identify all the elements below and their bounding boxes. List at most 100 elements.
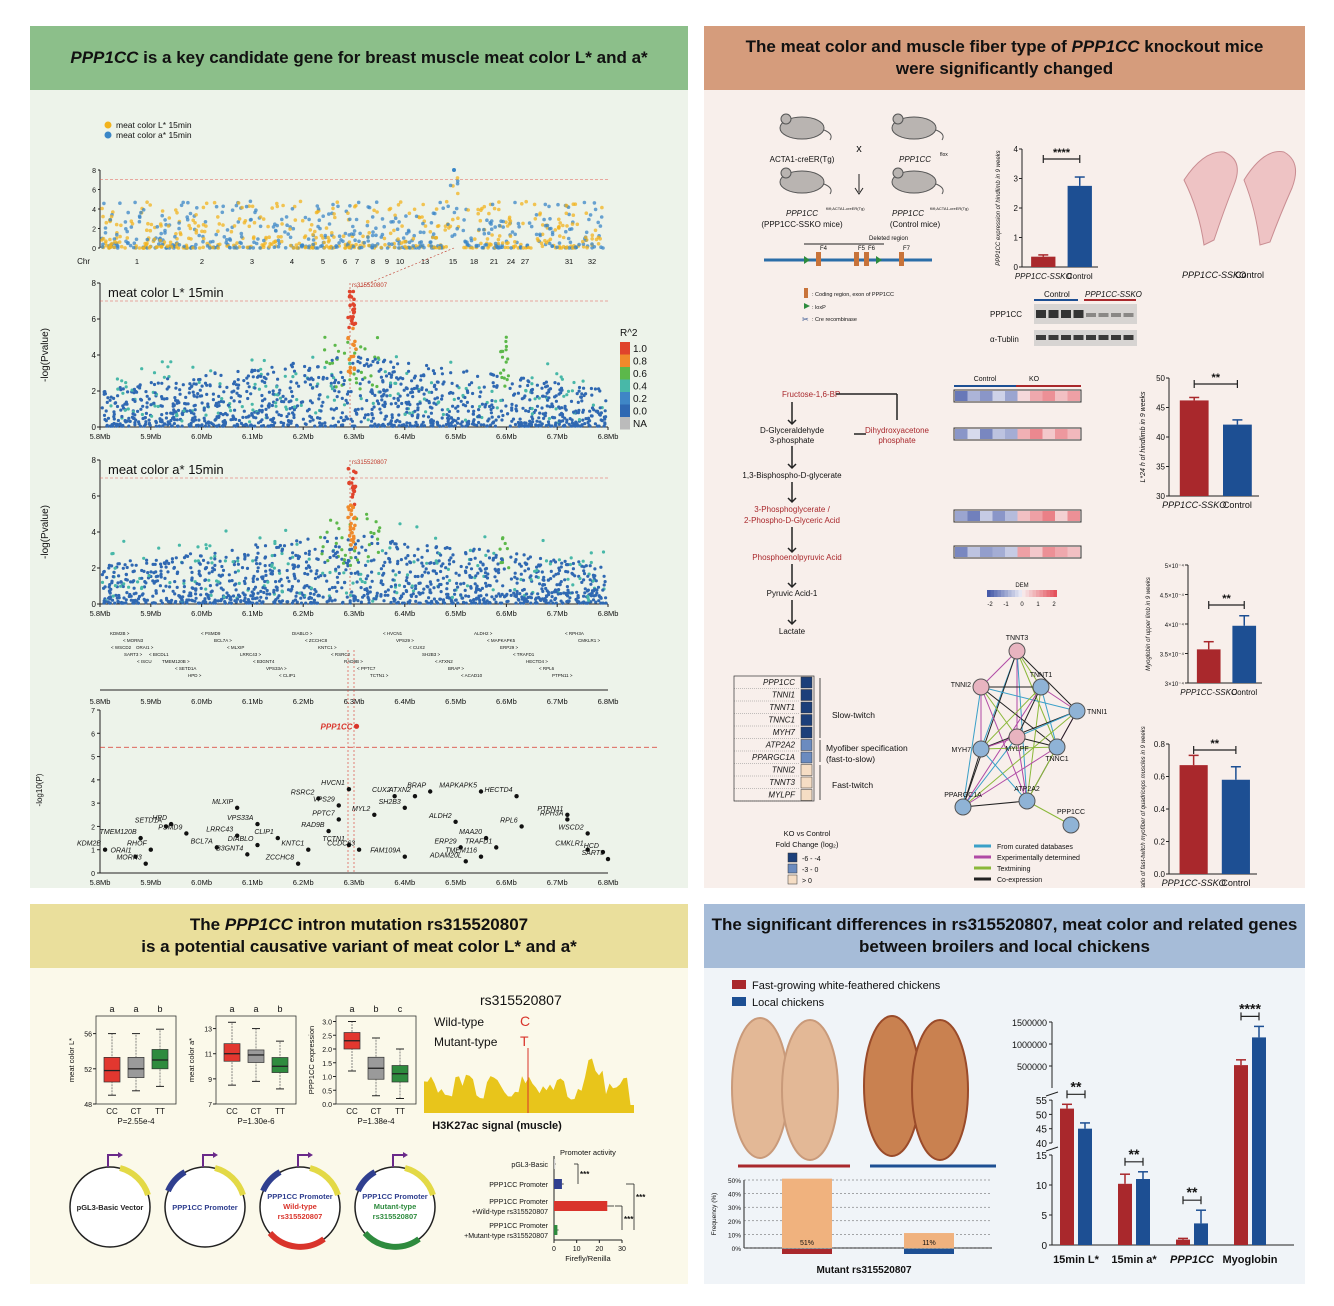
gw-point	[232, 245, 236, 250]
gene-point	[184, 831, 189, 836]
fc-legend-title-2: Fold Change (log₂)	[776, 840, 839, 849]
heat-cell	[980, 511, 993, 521]
regional-a-point	[277, 594, 281, 598]
regional-L-point	[597, 412, 602, 416]
regional-a-point	[273, 553, 277, 557]
regional-L-point	[351, 361, 355, 365]
gw-point	[292, 204, 297, 209]
fc-gene-label: MYH7	[773, 728, 796, 737]
regional-L-point	[329, 381, 333, 385]
regional-a-point	[299, 601, 304, 605]
regional-a-point	[578, 562, 582, 567]
regional-a-point	[597, 594, 601, 598]
freq-ytick: 40%	[728, 1192, 741, 1199]
regional-L-point	[120, 424, 124, 428]
regional-a-point	[309, 569, 313, 573]
regional-a-point	[334, 536, 338, 540]
regional-a-point	[119, 580, 123, 584]
regional-a-point	[484, 553, 488, 557]
regional-L-point	[144, 420, 148, 424]
regional-a-point	[397, 570, 401, 574]
regional-a-point	[594, 600, 598, 604]
gene-manhattan-ytick: 2	[91, 824, 95, 831]
regional-L-point	[418, 401, 422, 405]
regional-a-point	[307, 552, 311, 556]
box-astar-box	[247, 1049, 265, 1063]
regional-L-point	[581, 418, 585, 422]
gw-point	[214, 232, 218, 237]
regional-L-point	[220, 424, 225, 428]
regional-a-point	[201, 558, 206, 562]
regional-a-point	[350, 547, 354, 551]
regional-a-point	[582, 600, 586, 604]
regional-a-point	[443, 546, 447, 550]
regional-L-point	[334, 406, 339, 410]
regional-L-point	[109, 395, 113, 399]
regional-a-point	[167, 561, 171, 566]
exon-label: F6	[868, 246, 876, 252]
regional-L-point	[530, 376, 534, 380]
regional-a-point	[349, 571, 353, 575]
regional-L-point	[152, 382, 157, 387]
regional-L-point	[314, 411, 318, 415]
regional-L-point	[116, 394, 120, 398]
freq-xlabel: Mutant rs315520807	[816, 1265, 911, 1276]
regional-L-point	[516, 391, 520, 395]
freq-bar-base	[782, 1249, 832, 1254]
gw-point	[148, 228, 153, 233]
regional-a-point	[151, 594, 155, 598]
regional-a-title: meat color a* 15min	[108, 462, 224, 477]
regional-L-point	[332, 381, 337, 385]
box-expression-letter: a	[349, 1004, 354, 1014]
regional-L-point	[398, 394, 402, 398]
gw-point	[261, 217, 266, 221]
regional-L-point	[589, 414, 594, 418]
gw-point	[489, 219, 494, 223]
regional-L-point	[315, 384, 319, 388]
regional-L-point	[410, 387, 414, 391]
regional-a-point	[378, 526, 382, 530]
regional-a-point	[524, 599, 528, 604]
regional-L-point	[115, 377, 119, 381]
regional-L-point	[275, 393, 279, 397]
regional-L-point	[517, 422, 521, 426]
regional-a-point	[559, 580, 563, 584]
regional-a-point	[582, 572, 587, 576]
regional-L-point	[379, 375, 383, 379]
regional-L-point	[492, 384, 496, 388]
gw-point	[335, 200, 340, 204]
luc-bar	[554, 1179, 562, 1189]
regional-a-point	[432, 561, 436, 565]
regional-L-point	[378, 407, 382, 411]
gw-point	[160, 213, 164, 218]
regional-L-point	[471, 412, 475, 416]
gw-point	[506, 245, 510, 250]
regional-a-point	[393, 598, 397, 602]
regional-L-point	[407, 361, 411, 365]
regional-a-point	[591, 579, 595, 583]
regional-L-point	[196, 423, 200, 427]
box-lstar-pvalue: P=2.55e-4	[117, 1117, 155, 1126]
network-node	[1008, 642, 1026, 660]
box-expression-frame	[335, 1015, 417, 1105]
regional-L-point	[172, 422, 176, 426]
gw-point	[104, 220, 109, 225]
regional-a-point	[538, 582, 542, 586]
regional-L-point	[291, 361, 295, 365]
gw-point	[306, 245, 311, 250]
regional-L-point	[167, 385, 171, 389]
regional-a-point	[558, 583, 562, 587]
regional-L-point	[105, 400, 109, 404]
mouse-tail	[823, 183, 832, 195]
gw-point	[395, 227, 400, 231]
gw-point	[343, 246, 347, 250]
regional-L-point	[124, 381, 128, 385]
regional-a-point	[436, 601, 440, 605]
gw-point	[335, 245, 339, 249]
path-node-fructose: Fructose-1,6-BP	[782, 390, 840, 399]
gw-point	[417, 246, 421, 250]
gene-point	[412, 793, 418, 799]
fc-cell	[800, 776, 813, 789]
gene-point-label: PSMD9	[158, 824, 182, 831]
bar-lstar-ytick: 35	[1156, 463, 1165, 472]
